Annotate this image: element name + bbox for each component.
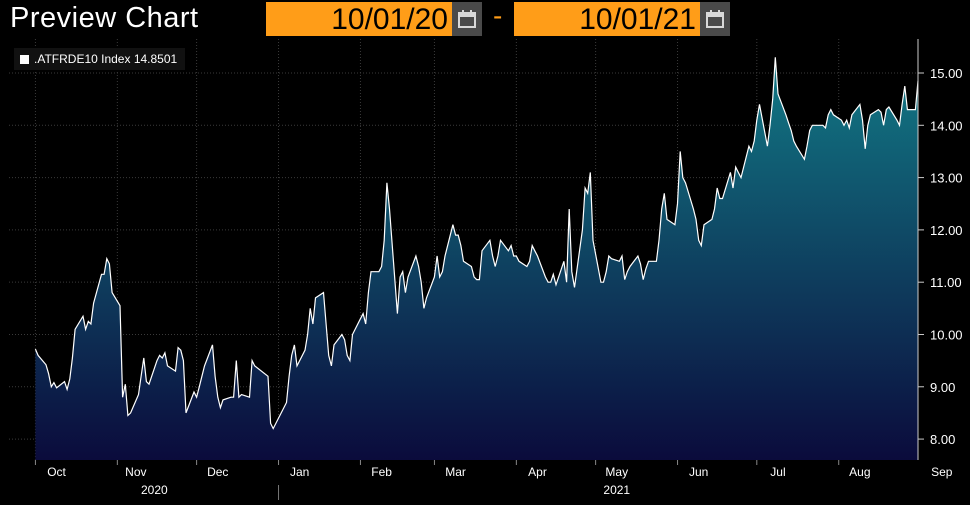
x-tick-label: Feb (371, 465, 392, 479)
legend-label: .ATFRDE10 Index 14.8501 (34, 52, 178, 66)
start-date-input[interactable]: 10/01/20 (266, 2, 452, 36)
y-tick-label: 11.00 (930, 275, 962, 290)
y-tick-label: 8.00 (930, 432, 955, 447)
x-tick-label: May (605, 465, 628, 479)
chart-legend: .ATFRDE10 Index 14.8501 (14, 48, 186, 70)
series-line (34, 57, 919, 430)
date-range-separator: - (493, 0, 503, 31)
x-tick-label: Sep (931, 465, 953, 479)
x-tick-label: Nov (125, 465, 146, 479)
y-tick-label: 9.00 (930, 380, 955, 395)
y-tick-label: 14.00 (930, 118, 963, 133)
x-tick-label: Jun (689, 465, 708, 479)
y-tick-label: 12.00 (930, 223, 963, 238)
x-tick-label: Aug (849, 465, 870, 479)
end-date-calendar-button[interactable] (700, 2, 730, 36)
series-area (35, 57, 918, 461)
year-label: 2020 (141, 483, 168, 497)
area-chart: 8.00 9.00 10.00 11.00 12.00 13.00 14.00 15.00 Oc… (9, 39, 963, 500)
start-date-calendar-button[interactable] (452, 2, 482, 36)
calendar-icon (706, 10, 724, 28)
calendar-icon (458, 10, 476, 28)
year-label: 2021 (603, 483, 630, 497)
end-date-input[interactable]: 10/01/21 (514, 2, 700, 36)
page-title: Preview Chart (10, 2, 199, 34)
x-tick-label: Mar (445, 465, 466, 479)
legend-swatch (20, 54, 29, 64)
x-tick-label: Apr (528, 465, 547, 479)
y-tick-label: 10.00 (930, 327, 963, 342)
y-tick-label: 13.00 (930, 171, 963, 186)
x-tick-label: Jan (290, 465, 309, 479)
x-tick-label: Oct (47, 465, 66, 479)
x-tick-label: Jul (770, 465, 785, 479)
y-tick-label: 15.00 (930, 66, 963, 81)
x-tick-label: Dec (207, 465, 228, 479)
